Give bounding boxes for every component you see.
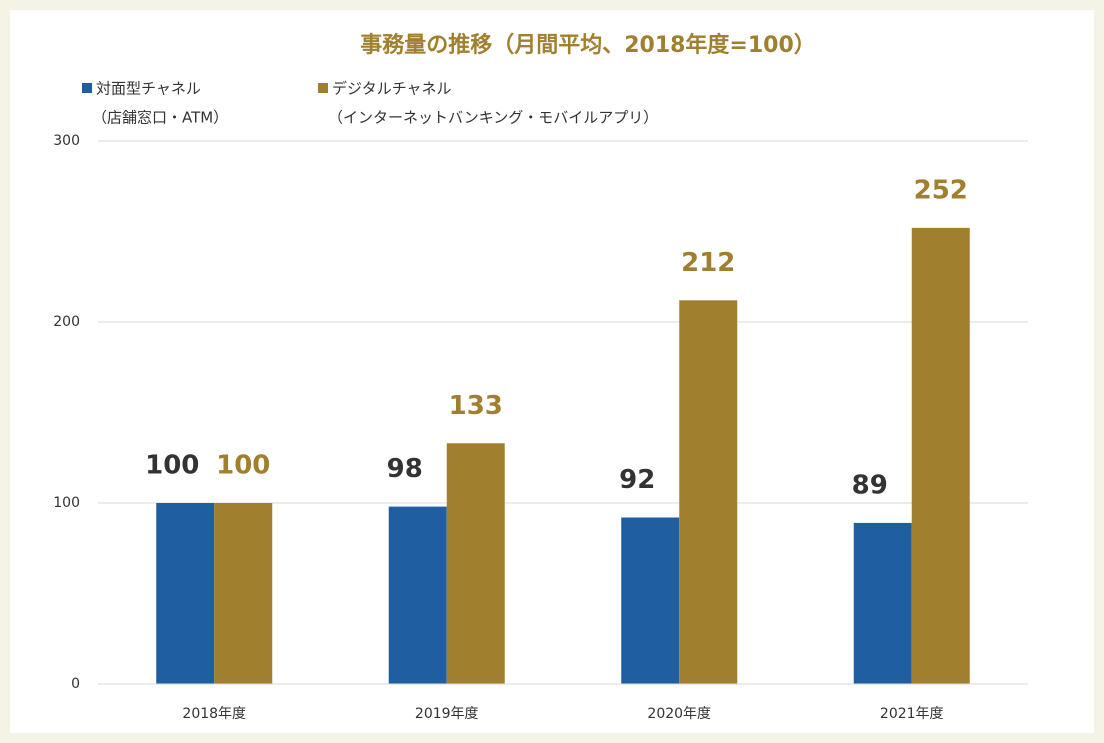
bar [679,300,738,684]
x-tick-label: 2021年度 [880,706,944,722]
x-tick-label: 2018年度 [182,706,246,722]
legend-label: デジタルチャネル [332,80,452,98]
data-label: 92 [619,465,655,495]
legend-note: （インターネットバンキング・モバイルアプリ） [328,109,658,127]
data-label: 252 [914,175,968,205]
x-tick-label: 2020年度 [647,706,711,722]
data-label: 133 [449,391,503,421]
data-label: 212 [681,248,735,278]
legend-label: 対面型チャネル [96,80,201,98]
bar [214,503,273,684]
bar [156,503,215,684]
bar [621,517,680,684]
y-tick-label: 300 [53,133,80,149]
legend-swatch [318,83,328,93]
data-label: 100 [145,451,199,481]
data-label: 89 [852,470,888,500]
bar [388,506,447,684]
y-tick-label: 0 [71,676,80,692]
bar [853,522,912,684]
legend-swatch [82,83,92,93]
data-label: 98 [387,454,423,484]
y-tick-label: 100 [53,495,80,511]
data-label: 100 [216,451,270,481]
bar [446,443,505,684]
chart-title: 事務量の推移（月間平均、2018年度=100） [360,32,816,58]
x-tick-label: 2019年度 [415,706,479,722]
legend-note: （店舗窓口・ATM） [92,109,228,127]
y-tick-label: 200 [53,314,80,330]
bar [911,227,970,684]
